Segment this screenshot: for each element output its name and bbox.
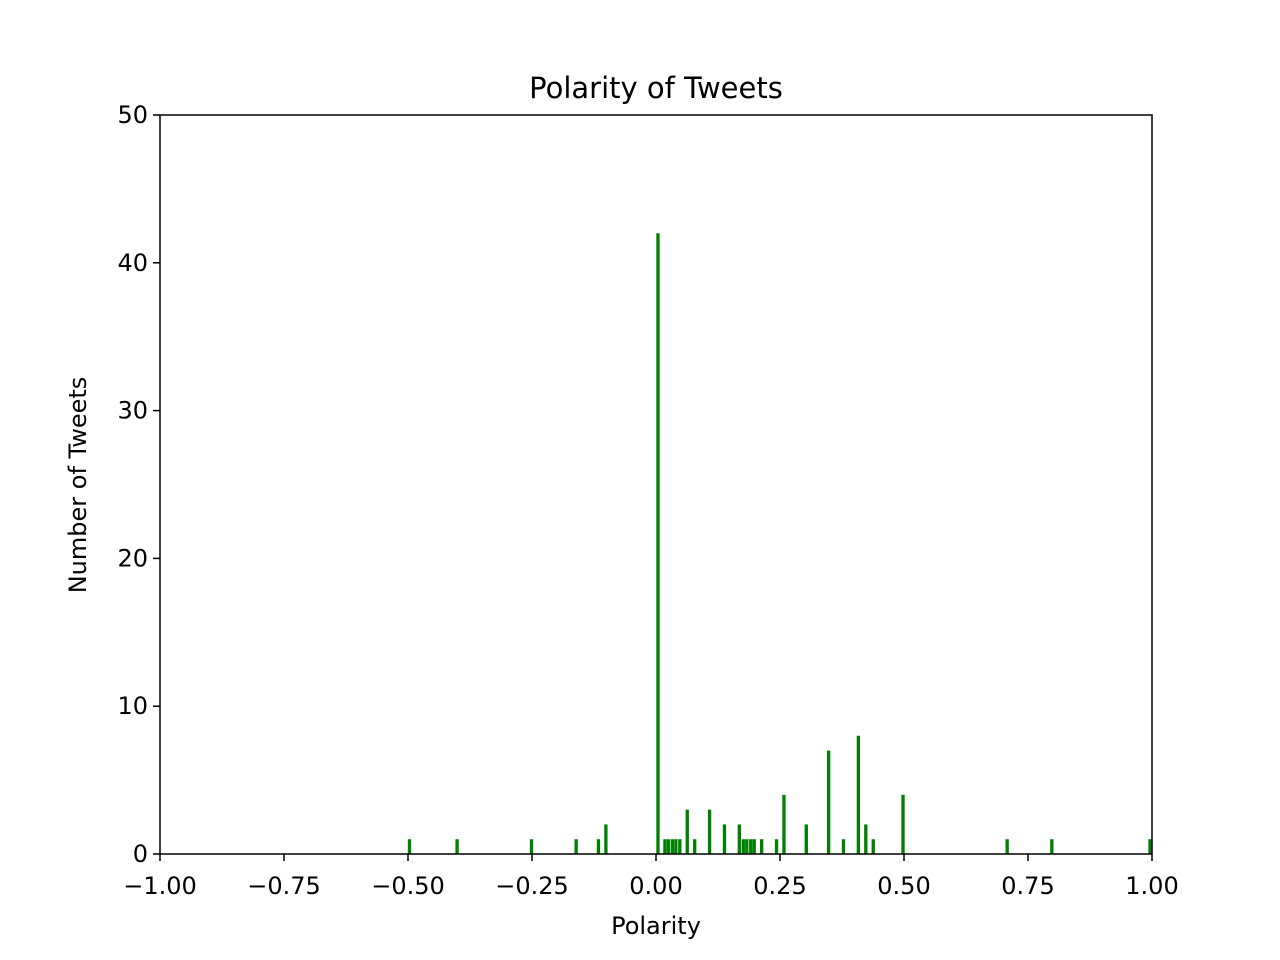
histogram-bar-22 (774, 839, 779, 854)
histogram-bar-8 (666, 839, 671, 854)
bars-group (407, 233, 1152, 855)
histogram-bar-2 (529, 839, 534, 854)
x-tick-label: 0.50 (877, 872, 930, 900)
y-tick-label: 10 (117, 692, 148, 720)
histogram-bar-30 (901, 794, 905, 854)
histogram-bar-19 (749, 839, 753, 854)
histogram-bar-16 (737, 824, 741, 854)
histogram-bar-27 (856, 735, 861, 854)
histogram-bar-31 (1005, 839, 1009, 854)
histogram-bar-5 (604, 824, 608, 854)
y-axis-label: Number of Tweets (64, 377, 92, 594)
x-tick-label: −1.00 (123, 872, 197, 900)
histogram-bar-21 (759, 839, 764, 854)
histogram-bar-15 (722, 824, 727, 854)
x-tick-label: −0.25 (495, 872, 569, 900)
histogram-bar-25 (826, 750, 831, 854)
x-tick-label: −0.50 (371, 872, 445, 900)
histogram-bar-28 (864, 824, 868, 854)
histogram-bar-23 (782, 794, 786, 854)
histogram-bar-17 (741, 839, 745, 854)
histogram-bar-26 (841, 839, 846, 854)
x-tick-label: −0.75 (247, 872, 321, 900)
histogram-bar-18 (745, 839, 749, 854)
x-axis-ticks: −1.00 −0.75 −0.50 −0.25 0.00 0.25 0.50 0.75 1.00 (123, 854, 1179, 900)
histogram-bar-11 (678, 839, 682, 854)
histogram-bar-13 (693, 839, 697, 854)
y-tick-label: 20 (117, 544, 148, 572)
y-tick-label: 40 (117, 249, 148, 277)
histogram-bar-10 (674, 839, 678, 854)
y-tick-label: 30 (117, 397, 148, 425)
histogram-bar-9 (670, 839, 675, 854)
y-tick-label: 50 (117, 101, 148, 129)
histogram-bar-3 (574, 839, 578, 854)
y-tick-label: 0 (133, 840, 148, 868)
histogram-bar-24 (804, 824, 808, 854)
chart-title: Polarity of Tweets (529, 71, 783, 105)
y-axis-ticks: 0 10 20 30 40 50 (117, 101, 160, 868)
histogram-bar-14 (707, 809, 712, 854)
x-tick-label: 0.00 (629, 872, 682, 900)
histogram-bar-32 (1050, 839, 1054, 854)
x-tick-label: 0.75 (1001, 872, 1054, 900)
histogram-bar-4 (596, 839, 601, 854)
histogram-bar-29 (871, 839, 875, 854)
x-axis-label: Polarity (611, 912, 701, 940)
histogram-bar-7 (663, 839, 667, 854)
x-tick-label: 0.25 (753, 872, 806, 900)
histogram-bar-33 (1148, 839, 1152, 854)
histogram-bar-20 (752, 839, 756, 854)
histogram-bar-6 (656, 233, 660, 855)
histogram-bar-12 (685, 809, 689, 854)
histogram-bar-1 (455, 839, 459, 854)
x-tick-label: 1.00 (1125, 872, 1178, 900)
histogram-bar-0 (407, 839, 412, 854)
